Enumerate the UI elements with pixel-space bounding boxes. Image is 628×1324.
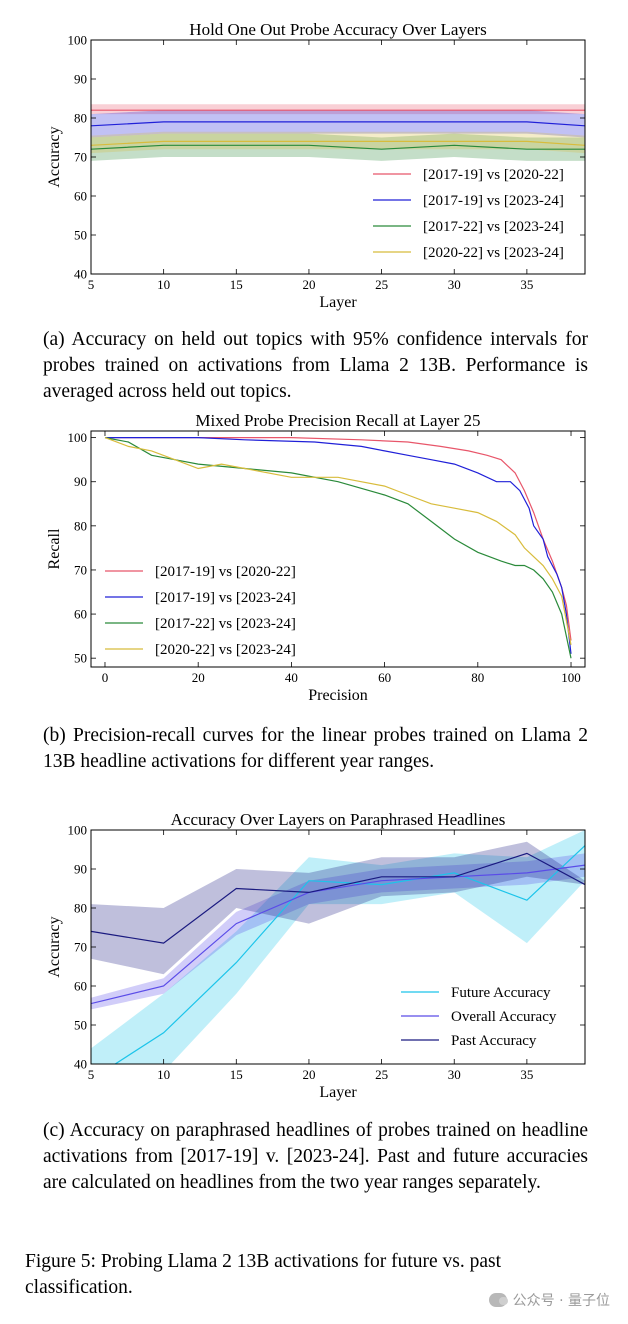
y-tick-label: 50 <box>74 651 87 666</box>
series-line-3 <box>91 852 585 944</box>
confidence-band-2 <box>91 110 585 138</box>
y-tick-label: 100 <box>68 823 88 838</box>
legend-label-4: [2020-22] vs [2023-24] <box>423 245 564 261</box>
caption-a: (a) Accuracy on held out topics with 95%… <box>43 329 588 402</box>
chart-title: Hold One Out Probe Accuracy Over Layers <box>189 20 486 39</box>
x-tick-label: 20 <box>302 277 315 292</box>
series-line-4 <box>91 140 585 146</box>
legend-label-4: [2020-22] vs [2023-24] <box>155 642 296 658</box>
chart-title: Accuracy Over Layers on Paraphrased Head… <box>171 810 506 829</box>
chart-b: Mixed Probe Precision Recall at Layer 25… <box>46 411 586 704</box>
watermark-text: 公众号 · 量子位 <box>512 1293 610 1309</box>
x-tick-label: 25 <box>375 1067 388 1082</box>
y-tick-label: 80 <box>74 901 87 916</box>
legend: Future Accuracy Overall Accuracy Past Accu… <box>401 985 557 1049</box>
caption-c: (c) Accuracy on paraphrased headlines of… <box>43 1120 588 1193</box>
y-axis-label: Accuracy <box>46 916 63 977</box>
plot-frame <box>90 430 586 668</box>
x-tick-label: 10 <box>157 1067 170 1082</box>
y-tick-label: 50 <box>74 228 87 243</box>
x-tick-label: 30 <box>448 1067 461 1082</box>
y-tick-label: 70 <box>74 150 87 165</box>
chart-a: Hold One Out Probe Accuracy Over Layers 5… <box>46 20 586 311</box>
legend-label-2: [2017-19] vs [2023-24] <box>155 590 296 606</box>
x-tick-label: 15 <box>230 1067 243 1082</box>
x-tick-label: 10 <box>157 277 170 292</box>
plot-area <box>91 104 585 161</box>
y-tick-label: 70 <box>74 562 87 577</box>
x-tick-label: 100 <box>561 670 581 685</box>
series-line-3 <box>91 144 585 150</box>
chart-b-panel: Mixed Probe Precision Recall at Layer 25… <box>0 405 628 715</box>
x-tick-label: 5 <box>88 277 95 292</box>
x-tick-label: 5 <box>88 1067 95 1082</box>
series-line-2 <box>91 864 585 1005</box>
series-line-2 <box>91 121 585 127</box>
legend-label-1: Future Accuracy <box>451 985 551 1001</box>
x-tick-label: 0 <box>102 670 109 685</box>
x-tick-label: 80 <box>471 670 484 685</box>
plot-area <box>104 437 572 659</box>
legend-label-3: Past Accuracy <box>451 1033 537 1049</box>
chart-c: Accuracy Over Layers on Paraphrased Head… <box>46 810 586 1101</box>
plot-area <box>91 830 585 1064</box>
y-tick-label: 90 <box>74 72 87 87</box>
y-tick-label: 100 <box>68 430 88 445</box>
y-tick-label: 60 <box>74 979 87 994</box>
legend: [2017-19] vs [2020-22] [2017-19] vs [2023… <box>105 564 296 658</box>
x-tick-label: 35 <box>520 277 533 292</box>
y-axis-label: Recall <box>46 528 63 569</box>
caption-b: (b) Precision-recall curves for the line… <box>43 725 588 772</box>
wechat-icon <box>488 1293 508 1307</box>
legend-label-2: [2017-19] vs [2023-24] <box>423 193 564 209</box>
x-tick-label: 30 <box>448 277 461 292</box>
legend-label-1: [2017-19] vs [2020-22] <box>155 564 296 580</box>
x-axis-label: Layer <box>319 1084 357 1101</box>
series-line-1 <box>114 845 585 1064</box>
x-tick-label: 15 <box>230 277 243 292</box>
confidence-band-1 <box>91 104 585 115</box>
y-tick-label: 80 <box>74 111 87 126</box>
y-tick-label: 100 <box>68 33 88 48</box>
y-tick-label: 50 <box>74 1018 87 1033</box>
x-tick-label: 40 <box>285 670 298 685</box>
x-tick-label: 20 <box>192 670 205 685</box>
y-tick-label: 40 <box>74 267 87 282</box>
legend: [2017-19] vs [2020-22] [2017-19] vs [2023… <box>373 167 564 261</box>
chart-title: Mixed Probe Precision Recall at Layer 25 <box>195 411 480 430</box>
legend-label-2: Overall Accuracy <box>451 1009 557 1025</box>
y-tick-label: 90 <box>74 474 87 489</box>
chart-c-panel: Accuracy Over Layers on Paraphrased Head… <box>0 800 628 1110</box>
legend-label-3: [2017-22] vs [2023-24] <box>155 616 296 632</box>
series-line-1 <box>105 437 572 641</box>
y-axis-label: Accuracy <box>46 126 63 187</box>
y-tick-label: 60 <box>74 189 87 204</box>
y-tick-label: 80 <box>74 518 87 533</box>
y-tick-label: 60 <box>74 607 87 622</box>
y-tick-label: 40 <box>74 1057 87 1072</box>
series-line-4 <box>104 437 572 646</box>
x-tick-label: 20 <box>302 1067 315 1082</box>
confidence-band-2 <box>91 853 585 1010</box>
x-axis-label: Precision <box>308 687 368 704</box>
watermark: 公众号 · 量子位 <box>488 1290 610 1310</box>
x-tick-label: 60 <box>378 670 391 685</box>
y-tick-label: 70 <box>74 940 87 955</box>
x-axis-label: Layer <box>319 294 357 311</box>
chart-a-panel: Hold One Out Probe Accuracy Over Layers 5… <box>0 10 628 320</box>
legend-label-1: [2017-19] vs [2020-22] <box>423 167 564 183</box>
confidence-band-4 <box>91 131 585 154</box>
x-tick-label: 35 <box>520 1067 533 1082</box>
series-line-2 <box>105 437 572 654</box>
confidence-band-1 <box>91 830 585 1064</box>
legend-label-3: [2017-22] vs [2023-24] <box>423 219 564 235</box>
series-line-3 <box>104 437 572 659</box>
y-tick-label: 90 <box>74 862 87 877</box>
x-tick-label: 25 <box>375 277 388 292</box>
figure-caption: Figure 5: Probing Llama 2 13B activation… <box>25 1251 502 1298</box>
